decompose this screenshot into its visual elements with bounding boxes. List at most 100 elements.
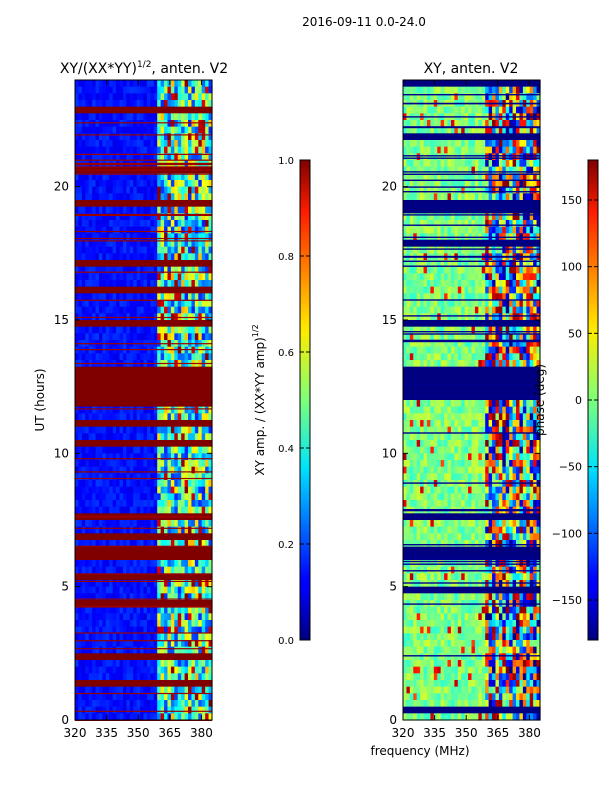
amplitude-heatmap-cell <box>126 260 131 268</box>
amplitude-heatmap-cell <box>81 480 86 488</box>
amplitude-heatmap-cell <box>136 633 141 641</box>
amplitude-heatmap-cell <box>116 620 121 628</box>
amplitude-heatmap-cell <box>119 700 124 708</box>
amplitude-heatmap-cell <box>164 426 169 434</box>
amplitude-heatmap-cell <box>136 546 141 554</box>
phase-heatmap-cell <box>478 180 483 188</box>
phase-heatmap-cell <box>447 246 452 254</box>
amplitude-heatmap-cell <box>133 646 138 654</box>
amplitude-heatmap-cell <box>112 246 117 254</box>
amplitude-heatmap-cell <box>102 106 107 114</box>
phase-heatmap-cell <box>454 146 459 154</box>
phase-heatmap-cell <box>430 200 435 208</box>
amplitude-heatmap-cell <box>126 640 131 648</box>
amplitude-heatmap-cell <box>109 600 114 608</box>
amplitude-heatmap-cell <box>140 266 145 274</box>
amplitude-heatmap-cell <box>198 593 203 601</box>
amplitude-heatmap-cell <box>112 633 117 641</box>
amplitude-heatmap-cell <box>153 686 158 694</box>
amplitude-heatmap-cell <box>150 453 155 461</box>
amplitude-heatmap-cell <box>136 626 141 634</box>
colorbar-tick-label: 0.8 <box>278 252 294 263</box>
amplitude-heatmap-cell <box>75 466 80 474</box>
amplitude-heatmap-cell <box>174 633 179 641</box>
amplitude-heatmap-cell <box>181 386 186 394</box>
amplitude-heatmap-cell <box>116 120 121 128</box>
amplitude-heatmap-cell <box>95 200 100 208</box>
amplitude-heatmap-cell <box>201 413 206 421</box>
amplitude-heatmap-cell <box>164 393 169 401</box>
phase-heatmap-cell <box>433 240 438 248</box>
amplitude-heatmap-cell <box>160 306 165 314</box>
amplitude-heatmap-cell <box>78 420 83 428</box>
amplitude-heatmap-cell <box>95 353 100 361</box>
amplitude-heatmap-cell <box>75 253 80 261</box>
amplitude-heatmap-cell <box>188 353 193 361</box>
amplitude-heatmap-cell <box>109 533 114 541</box>
phase-heatmap-cell <box>464 240 469 248</box>
amplitude-heatmap-cell <box>126 80 131 88</box>
amplitude-heatmap-cell <box>160 460 165 468</box>
amplitude-heatmap-cell <box>194 200 199 208</box>
amplitude-heatmap-cell <box>88 393 93 401</box>
amplitude-heatmap-cell <box>78 680 83 688</box>
amplitude-heatmap-cell <box>153 566 158 574</box>
amplitude-heatmap-cell <box>136 480 141 488</box>
amplitude-heatmap-cell <box>201 640 206 648</box>
amplitude-heatmap-cell <box>133 113 138 121</box>
phase-heatmap-cell <box>433 153 438 161</box>
amplitude-heatmap-cell <box>109 240 114 248</box>
amplitude-heatmap-cell <box>98 700 103 708</box>
amplitude-heatmap-cell <box>109 653 114 661</box>
amplitude-heatmap-cell <box>170 533 175 541</box>
amplitude-heatmap-cell <box>194 233 199 241</box>
amplitude-heatmap-cell <box>201 433 206 441</box>
amplitude-heatmap-cell <box>177 453 182 461</box>
phase-heatmap-cell <box>495 153 500 161</box>
amplitude-heatmap-cell <box>205 506 210 514</box>
phase-heatmap-cell <box>430 160 435 168</box>
amplitude-heatmap-cell <box>75 553 80 561</box>
amplitude-heatmap-cell <box>133 206 138 214</box>
phase-heatmap-cell <box>426 246 431 254</box>
amplitude-heatmap-cell <box>188 193 193 201</box>
amplitude-heatmap-cell <box>198 120 203 128</box>
phase-heatmap-cell <box>505 133 510 141</box>
amplitude-heatmap-cell <box>140 173 145 181</box>
amplitude-heatmap-cell <box>191 400 196 408</box>
amplitude-heatmap-cell <box>191 206 196 214</box>
amplitude-heatmap-cell <box>75 266 80 274</box>
amplitude-heatmap-cell <box>167 606 172 614</box>
amplitude-heatmap-cell <box>116 480 121 488</box>
amplitude-heatmap-cell <box>109 440 114 448</box>
amplitude-heatmap-cell <box>112 446 117 454</box>
amplitude-heatmap-cell <box>92 280 97 288</box>
amplitude-heatmap-cell <box>174 380 179 388</box>
amplitude-heatmap-cell <box>88 206 93 214</box>
amplitude-heatmap-cell <box>98 373 103 381</box>
amplitude-heatmap-cell <box>81 686 86 694</box>
amplitude-heatmap-cell <box>133 100 138 108</box>
amplitude-heatmap-cell <box>191 640 196 648</box>
amplitude-heatmap-cell <box>164 640 169 648</box>
amplitude-heatmap-cell <box>92 586 97 594</box>
amplitude-heatmap-cell <box>109 446 114 454</box>
amplitude-heatmap-cell <box>146 593 151 601</box>
amplitude-heatmap-cell <box>88 80 93 88</box>
amplitude-heatmap-cell <box>81 593 86 601</box>
phase-heatmap-cell <box>416 106 421 114</box>
phase-heatmap-cell <box>433 126 438 134</box>
phase-heatmap-cell <box>481 120 486 128</box>
phase-heatmap-cell <box>450 86 455 94</box>
amplitude-heatmap-cell <box>198 666 203 674</box>
amplitude-heatmap-cell <box>164 546 169 554</box>
amplitude-heatmap-cell <box>88 280 93 288</box>
amplitude-heatmap-cell <box>92 413 97 421</box>
amplitude-heatmap-cell <box>164 473 169 481</box>
phase-heatmap-cell <box>522 80 527 88</box>
amplitude-heatmap-cell <box>181 626 186 634</box>
amplitude-heatmap-cell <box>119 273 124 281</box>
amplitude-heatmap-cell <box>208 620 213 628</box>
phase-heatmap-cell <box>526 106 531 114</box>
phase-heatmap-cell <box>464 160 469 168</box>
